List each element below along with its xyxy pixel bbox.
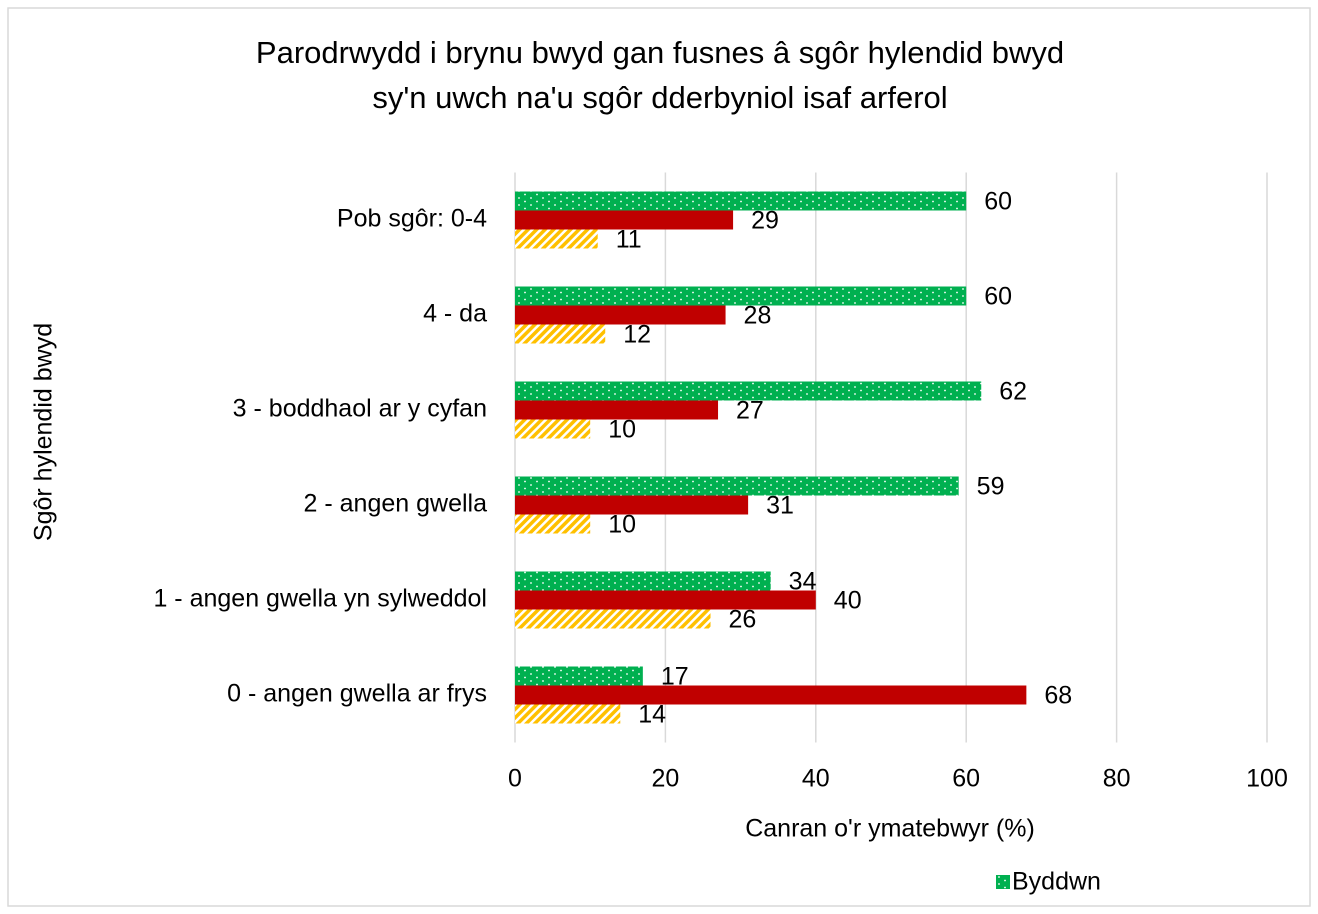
bar	[515, 666, 643, 686]
bar	[515, 704, 621, 724]
data-label: 60	[984, 283, 1012, 311]
data-label: 26	[729, 606, 757, 634]
legend-label: Byddwn	[1012, 868, 1101, 896]
y-tick-label: Pob sgôr: 0-4	[337, 205, 487, 233]
x-tick-label: 20	[651, 765, 679, 793]
data-label: 31	[766, 492, 794, 520]
bar	[515, 495, 749, 515]
bar	[515, 571, 771, 591]
x-axis-title: Canran o'r ymatebwyr (%)	[745, 815, 1035, 843]
y-tick-label: 2 - angen gwella	[304, 490, 488, 518]
bar	[515, 324, 606, 344]
x-tick-label: 100	[1246, 765, 1288, 793]
y-tick-label: 4 - da	[423, 300, 487, 328]
data-label: 40	[834, 587, 862, 615]
bar	[515, 191, 967, 211]
x-tick-label: 60	[952, 765, 980, 793]
x-tick-label: 40	[802, 765, 830, 793]
y-tick-label: 1 - angen gwella yn sylweddol	[153, 585, 487, 613]
data-label: 60	[984, 188, 1012, 216]
bar	[515, 305, 726, 325]
chart-title: sy'n uwch na'u sgôr dderbyniol isaf arfe…	[372, 80, 947, 115]
data-label: 28	[744, 302, 772, 330]
bar	[515, 381, 982, 401]
chart-title: Parodrwydd i brynu bwyd gan fusnes â sgô…	[256, 35, 1064, 70]
data-label: 12	[623, 321, 651, 349]
bar	[515, 476, 959, 496]
bar	[515, 514, 591, 534]
bar	[515, 590, 816, 610]
data-label: 10	[608, 416, 636, 444]
bar	[515, 210, 734, 230]
chart-frame	[7, 7, 1311, 907]
bar	[515, 400, 719, 420]
data-label: 14	[638, 701, 666, 729]
bar	[515, 685, 1027, 705]
data-label: 68	[1044, 682, 1072, 710]
legend-marker	[996, 875, 1010, 889]
data-label: 29	[751, 207, 779, 235]
data-label: 10	[608, 511, 636, 539]
x-tick-label: 80	[1103, 765, 1131, 793]
data-label: 27	[736, 397, 764, 425]
bar	[515, 229, 598, 249]
y-axis-title: Sgôr hylendid bwyd	[30, 323, 58, 541]
x-tick-label: 0	[508, 765, 522, 793]
y-tick-label: 0 - angen gwella ar frys	[227, 680, 487, 708]
data-label: 11	[616, 226, 642, 254]
y-tick-label: 3 - boddhaol ar y cyfan	[233, 395, 487, 423]
bar	[515, 286, 967, 306]
bar	[515, 609, 711, 629]
data-label: 62	[999, 378, 1027, 406]
bar	[515, 419, 591, 439]
data-label: 59	[977, 473, 1005, 501]
